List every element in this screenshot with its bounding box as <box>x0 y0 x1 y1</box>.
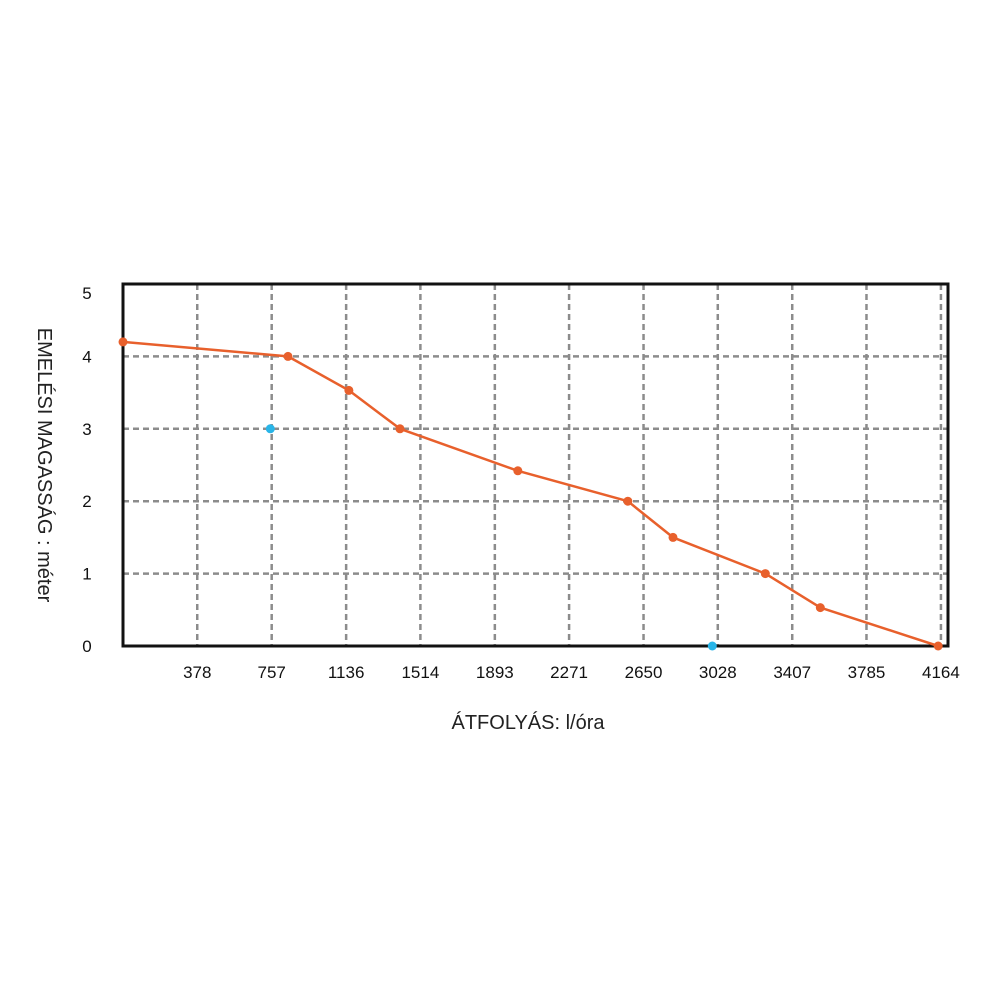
data-series <box>118 337 943 651</box>
x-axis-title: ÁTFOLYÁS: l/óra <box>451 711 605 734</box>
data-point <box>344 385 354 395</box>
x-tick-label: 4164 <box>922 663 960 682</box>
data-point <box>933 641 943 651</box>
series-1 <box>265 424 717 651</box>
x-tick-label: 3028 <box>699 663 737 682</box>
x-axis-ticks: 378 757 1136 1514 1893 2271 2650 3028 3407 3785 41… <box>183 663 960 682</box>
x-tick-label: 1514 <box>401 663 439 682</box>
y-tick-label: 4 <box>82 347 91 366</box>
grid-lines <box>123 284 948 646</box>
data-point <box>668 532 678 542</box>
x-tick-label: 3407 <box>773 663 811 682</box>
series-0 <box>118 337 943 651</box>
y-tick-label: 1 <box>82 565 91 584</box>
x-tick-label: 378 <box>183 663 211 682</box>
data-point <box>265 424 275 434</box>
data-point <box>623 496 633 506</box>
data-point <box>815 603 825 613</box>
series-line <box>122 340 939 648</box>
data-point <box>513 466 523 476</box>
y-tick-label: 0 <box>82 637 91 656</box>
data-point <box>283 351 293 361</box>
plot-area-frame <box>121 282 950 648</box>
x-tick-label: 2650 <box>625 663 663 682</box>
y-tick-label: 3 <box>82 420 91 439</box>
y-tick-label: 5 <box>82 284 91 303</box>
x-tick-label: 3785 <box>848 663 886 682</box>
data-point <box>118 337 128 347</box>
x-tick-label: 757 <box>258 663 286 682</box>
data-point <box>707 641 717 651</box>
data-point <box>760 569 770 579</box>
x-tick-label: 2271 <box>550 663 588 682</box>
y-axis-ticks: 0 1 2 3 4 5 <box>82 284 91 656</box>
x-tick-label: 1136 <box>328 663 365 682</box>
y-axis-title: EMELÉSI MAGASSÁG : méter <box>33 328 56 603</box>
y-tick-label: 2 <box>82 492 91 511</box>
x-tick-label: 1893 <box>476 663 514 682</box>
data-point <box>395 424 405 434</box>
